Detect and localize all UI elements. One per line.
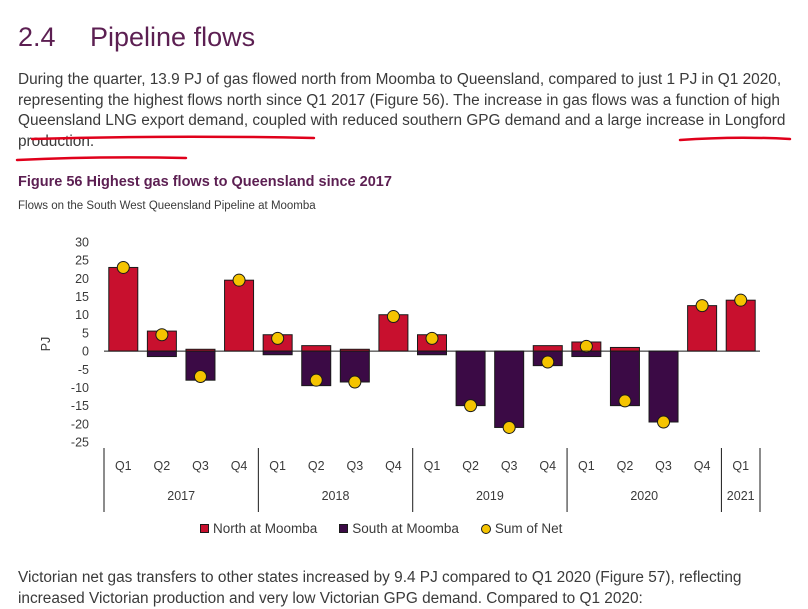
x-tick-label: Q3 <box>501 459 518 473</box>
paragraph-1: During the quarter, 13.9 PJ of gas flowe… <box>18 70 803 152</box>
y-tick-label: 30 <box>75 236 89 250</box>
net-dot <box>502 420 516 434</box>
bar-south <box>417 350 447 356</box>
x-tick-label: Q1 <box>115 459 132 473</box>
legend-north-label: North at Moomba <box>213 521 318 536</box>
net-dot <box>309 373 323 387</box>
x-tick-label: Q1 <box>578 459 595 473</box>
net-dot <box>193 370 207 384</box>
x-tick-label: Q2 <box>154 459 171 473</box>
bar-north <box>725 299 756 352</box>
net-dot <box>464 399 478 413</box>
bar-north <box>687 305 718 352</box>
legend-north-swatch <box>200 524 209 533</box>
net-dot <box>657 415 671 429</box>
y-tick-label: -5 <box>78 363 89 377</box>
y-tick-label: 15 <box>75 290 89 304</box>
x-tick-label: Q4 <box>231 459 248 473</box>
y-tick-label: 25 <box>75 254 89 268</box>
x-tick-label: Q1 <box>269 459 286 473</box>
net-dot <box>232 273 246 287</box>
year-label: 2019 <box>476 489 504 503</box>
net-dot <box>116 260 130 274</box>
bar-north <box>532 345 563 352</box>
bar-north <box>224 279 255 352</box>
highlight-lng-demand: high Queensland LNG export demand <box>18 91 780 130</box>
bar-north <box>609 346 640 352</box>
legend-net-label: Sum of Net <box>494 521 563 536</box>
bar-south <box>455 350 486 407</box>
paragraph-1-text-b: , coupled with reduced southern GPG dema… <box>243 112 595 129</box>
x-tick-label: Q2 <box>617 459 634 473</box>
underline-increase-line1 <box>678 136 792 142</box>
underline-longford-line2 <box>15 156 188 162</box>
net-dot <box>541 355 555 369</box>
bar-south <box>262 350 293 356</box>
figure-title: Figure 56 Highest gas flows to Queenslan… <box>18 174 392 190</box>
year-label: 2018 <box>322 489 350 503</box>
y-tick-label: -15 <box>71 399 89 413</box>
bar-south <box>494 350 525 428</box>
paragraph-1-text-c: . <box>89 132 95 150</box>
bar-south <box>648 350 679 423</box>
legend-net-swatch <box>480 523 491 534</box>
y-tick-label: -25 <box>71 436 89 450</box>
bar-north <box>108 266 139 352</box>
x-tick-label: Q3 <box>346 459 363 473</box>
year-label: 2021 <box>727 489 755 503</box>
legend-south: South at Moomba <box>339 521 459 536</box>
net-dot <box>734 293 748 307</box>
section-heading: 2.4 Pipeline flows <box>18 22 255 53</box>
x-tick-label: Q3 <box>655 459 672 473</box>
legend-south-label: South at Moomba <box>352 521 459 536</box>
net-dot <box>271 331 285 345</box>
year-label: 2020 <box>630 489 658 503</box>
year-label: 2017 <box>167 489 195 503</box>
net-dot <box>425 331 439 345</box>
legend: North at Moomba South at Moomba Sum of N… <box>200 521 562 536</box>
net-dot <box>579 339 593 353</box>
x-tick-label: Q3 <box>192 459 209 473</box>
x-tick-label: Q4 <box>539 459 556 473</box>
x-tick-label: Q2 <box>308 459 325 473</box>
y-tick-label: -20 <box>71 417 89 431</box>
section-number: 2.4 <box>18 22 56 52</box>
legend-net: Sum of Net <box>480 521 563 536</box>
net-dot <box>155 328 169 342</box>
bar-south <box>146 350 177 358</box>
y-tick-label: 0 <box>82 345 89 359</box>
x-tick-label: Q4 <box>385 459 402 473</box>
legend-south-swatch <box>339 524 349 533</box>
net-dot <box>386 310 400 324</box>
x-tick-label: Q1 <box>424 459 441 473</box>
y-tick-label: 20 <box>75 272 89 286</box>
paragraph-1-text-a: During the quarter, 13.9 PJ of gas flowe… <box>18 71 782 109</box>
legend-north: North at Moomba <box>200 521 317 536</box>
x-tick-label: Q1 <box>732 459 749 473</box>
y-tick-label: -10 <box>71 381 89 395</box>
x-tick-label: Q2 <box>462 459 479 473</box>
net-dot <box>695 299 709 313</box>
net-dot <box>348 375 362 389</box>
y-tick-label: 5 <box>82 326 89 340</box>
x-tick-label: Q4 <box>694 459 711 473</box>
net-dot <box>618 394 632 408</box>
y-axis-label: PJ <box>39 337 53 352</box>
figure-subtitle: Flows on the South West Queensland Pipel… <box>18 200 316 212</box>
bar-south <box>301 350 332 387</box>
paragraph-2: Victorian net gas transfers to other sta… <box>18 569 742 607</box>
bar-north <box>301 345 332 352</box>
y-tick-label: 10 <box>75 308 89 322</box>
underline-lng-demand <box>30 135 316 141</box>
section-title: Pipeline flows <box>90 22 256 52</box>
